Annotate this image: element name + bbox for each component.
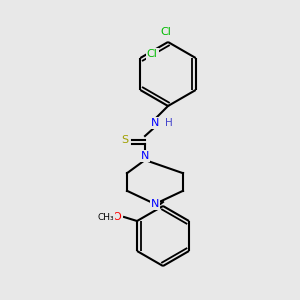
Text: N: N [151, 118, 159, 128]
Text: Cl: Cl [160, 27, 171, 37]
Text: N: N [141, 151, 149, 161]
Text: CH₃: CH₃ [98, 212, 114, 221]
Text: Cl: Cl [147, 49, 158, 59]
Text: N: N [151, 199, 159, 209]
Text: H: H [165, 118, 173, 128]
Text: S: S [122, 135, 129, 145]
Text: O: O [112, 212, 122, 222]
